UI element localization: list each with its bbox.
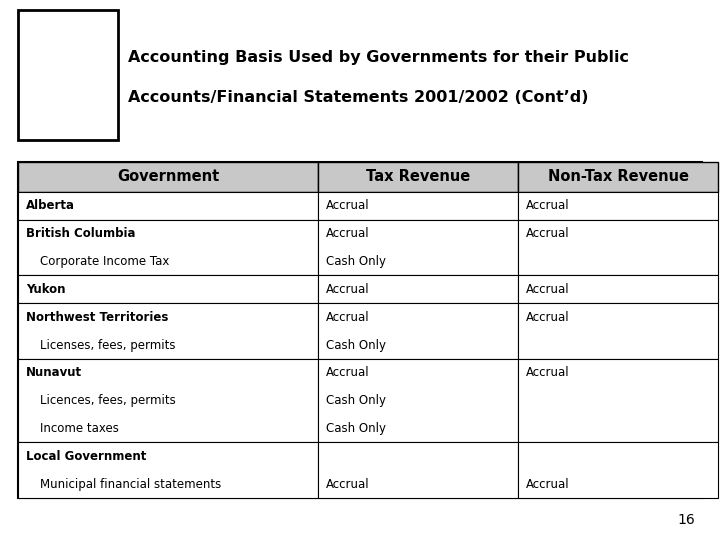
Text: Licences, fees, permits: Licences, fees, permits xyxy=(40,394,176,407)
Bar xyxy=(24,97,53,136)
Bar xyxy=(53,19,83,58)
Text: Accrual: Accrual xyxy=(526,227,570,240)
Text: Cash Only: Cash Only xyxy=(326,394,386,407)
Text: British Columbia: British Columbia xyxy=(26,227,135,240)
Text: Local Government: Local Government xyxy=(26,450,146,463)
Text: Income taxes: Income taxes xyxy=(40,422,119,435)
Text: Northwest Territories: Northwest Territories xyxy=(26,310,168,323)
Text: Government: Government xyxy=(117,170,219,185)
Text: Licenses, fees, permits: Licenses, fees, permits xyxy=(40,339,176,352)
Text: Accounts/Financial Statements 2001/2002 (Cont’d): Accounts/Financial Statements 2001/2002 … xyxy=(128,90,588,105)
Text: Accrual: Accrual xyxy=(326,283,369,296)
Text: Tax Revenue: Tax Revenue xyxy=(366,170,470,185)
Bar xyxy=(83,97,112,136)
Text: Accrual: Accrual xyxy=(526,283,570,296)
Text: Accrual: Accrual xyxy=(326,199,369,212)
Text: Accrual: Accrual xyxy=(326,227,369,240)
Text: Accrual: Accrual xyxy=(526,310,570,323)
Text: Corporate Income Tax: Corporate Income Tax xyxy=(40,255,169,268)
Text: Accrual: Accrual xyxy=(326,366,369,379)
Bar xyxy=(24,58,53,97)
Text: 16: 16 xyxy=(677,512,695,526)
Text: Cash Only: Cash Only xyxy=(326,255,386,268)
Text: Accounting Basis Used by Governments for their Public: Accounting Basis Used by Governments for… xyxy=(128,50,629,65)
Text: Yukon: Yukon xyxy=(26,283,66,296)
Bar xyxy=(83,58,112,97)
Text: Nunavut: Nunavut xyxy=(26,366,82,379)
Bar xyxy=(53,58,83,97)
Bar xyxy=(53,97,83,136)
Text: Cash Only: Cash Only xyxy=(326,339,386,352)
Text: Accrual: Accrual xyxy=(526,366,570,379)
Text: Accrual: Accrual xyxy=(326,477,369,491)
Text: Alberta: Alberta xyxy=(26,199,75,212)
Text: Accrual: Accrual xyxy=(326,310,369,323)
Text: Accrual: Accrual xyxy=(526,477,570,491)
Text: Cash Only: Cash Only xyxy=(326,422,386,435)
Text: Municipal financial statements: Municipal financial statements xyxy=(40,477,221,491)
Bar xyxy=(83,19,112,58)
Text: Accrual: Accrual xyxy=(526,199,570,212)
Text: Non-Tax Revenue: Non-Tax Revenue xyxy=(547,170,688,185)
Bar xyxy=(24,19,53,58)
